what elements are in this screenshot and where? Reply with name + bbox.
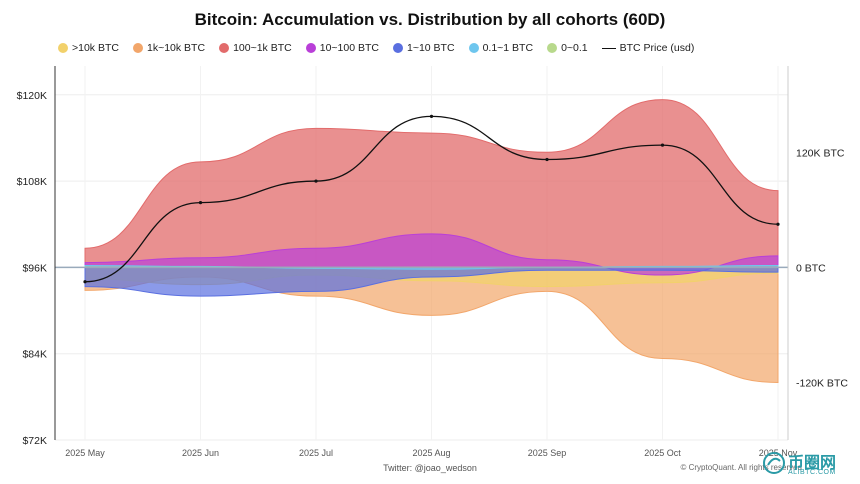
legend-label: 100~1k BTC (233, 42, 292, 54)
price-point (429, 114, 434, 118)
x-tick-label: 2025 Jun (182, 448, 219, 458)
legend-item-price[interactable]: BTC Price (usd) (601, 42, 695, 54)
x-tick-label: 2025 Oct (644, 448, 681, 458)
legend-line-swatch (601, 47, 616, 49)
legend-item[interactable]: >10k BTC (58, 42, 119, 54)
price-point (660, 143, 665, 147)
price-point (83, 280, 87, 284)
price-point (314, 179, 318, 183)
watermark-logo: 币圈网 ALIBTC.COM (758, 447, 854, 481)
legend-swatch (392, 43, 403, 53)
legend-item[interactable]: 1k~10k BTC (132, 42, 206, 54)
legend-label: 10~100 BTC (319, 42, 379, 54)
legend-label: 1k~10k BTC (146, 42, 206, 54)
right-tick-label: 120K BTC (796, 147, 845, 159)
copyright-text: © CryptoQuant. All rights reserved (680, 463, 803, 472)
left-tick-label: $96K (22, 262, 47, 274)
watermark-icon (763, 452, 785, 474)
chart-title: Bitcoin: Accumulation vs. Distribution b… (194, 10, 666, 29)
x-tick-label: 2025 Jul (299, 448, 333, 458)
x-tick-label: 2025 Aug (412, 448, 450, 458)
legend-item[interactable]: 0.1~1 BTC (468, 42, 534, 54)
series-area-2 (84, 99, 779, 268)
right-tick-label: 0 BTC (796, 262, 826, 274)
series-area-3 (84, 233, 779, 276)
legend-swatch (219, 43, 230, 53)
credit-text: Twitter: @joao_wedson (383, 463, 477, 473)
x-tick-label: 2025 May (65, 448, 105, 458)
legend-swatch (305, 43, 316, 53)
left-tick-label: $72K (22, 435, 47, 447)
watermark-sub: ALIBTC.COM (788, 469, 836, 476)
legend-item[interactable]: 1~10 BTC (392, 42, 455, 54)
legend-label: 1~10 BTC (406, 42, 455, 54)
price-point (198, 201, 203, 205)
chart-legend: >10k BTC 1k~10k BTC 100~1k BTC 10~100 BTC 1~… (58, 40, 818, 56)
legend-item[interactable]: 10~100 BTC (305, 42, 379, 54)
series-area-4 (84, 266, 779, 297)
watermark-name: 币圈网 (788, 455, 837, 472)
legend-item[interactable]: 0~0.1 (547, 42, 588, 54)
price-point (776, 222, 780, 226)
legend-swatch (468, 43, 479, 53)
x-tick-label: 2025 Sep (528, 448, 567, 458)
legend-label: 0.1~1 BTC (482, 42, 534, 54)
left-tick-label: $120K (17, 90, 47, 102)
legend-label: BTC Price (usd) (619, 42, 695, 54)
legend-swatch (58, 43, 68, 53)
legend-swatch (547, 43, 558, 53)
right-tick-label: -120K BTC (796, 377, 848, 389)
left-tick-label: $108K (17, 176, 47, 188)
legend-swatch (132, 43, 143, 53)
left-tick-label: $84K (22, 349, 47, 361)
legend-item[interactable]: 100~1k BTC (219, 42, 292, 54)
price-point (545, 157, 549, 162)
legend-label: 0~0.1 (561, 42, 588, 54)
legend-label: >10k BTC (72, 42, 119, 54)
